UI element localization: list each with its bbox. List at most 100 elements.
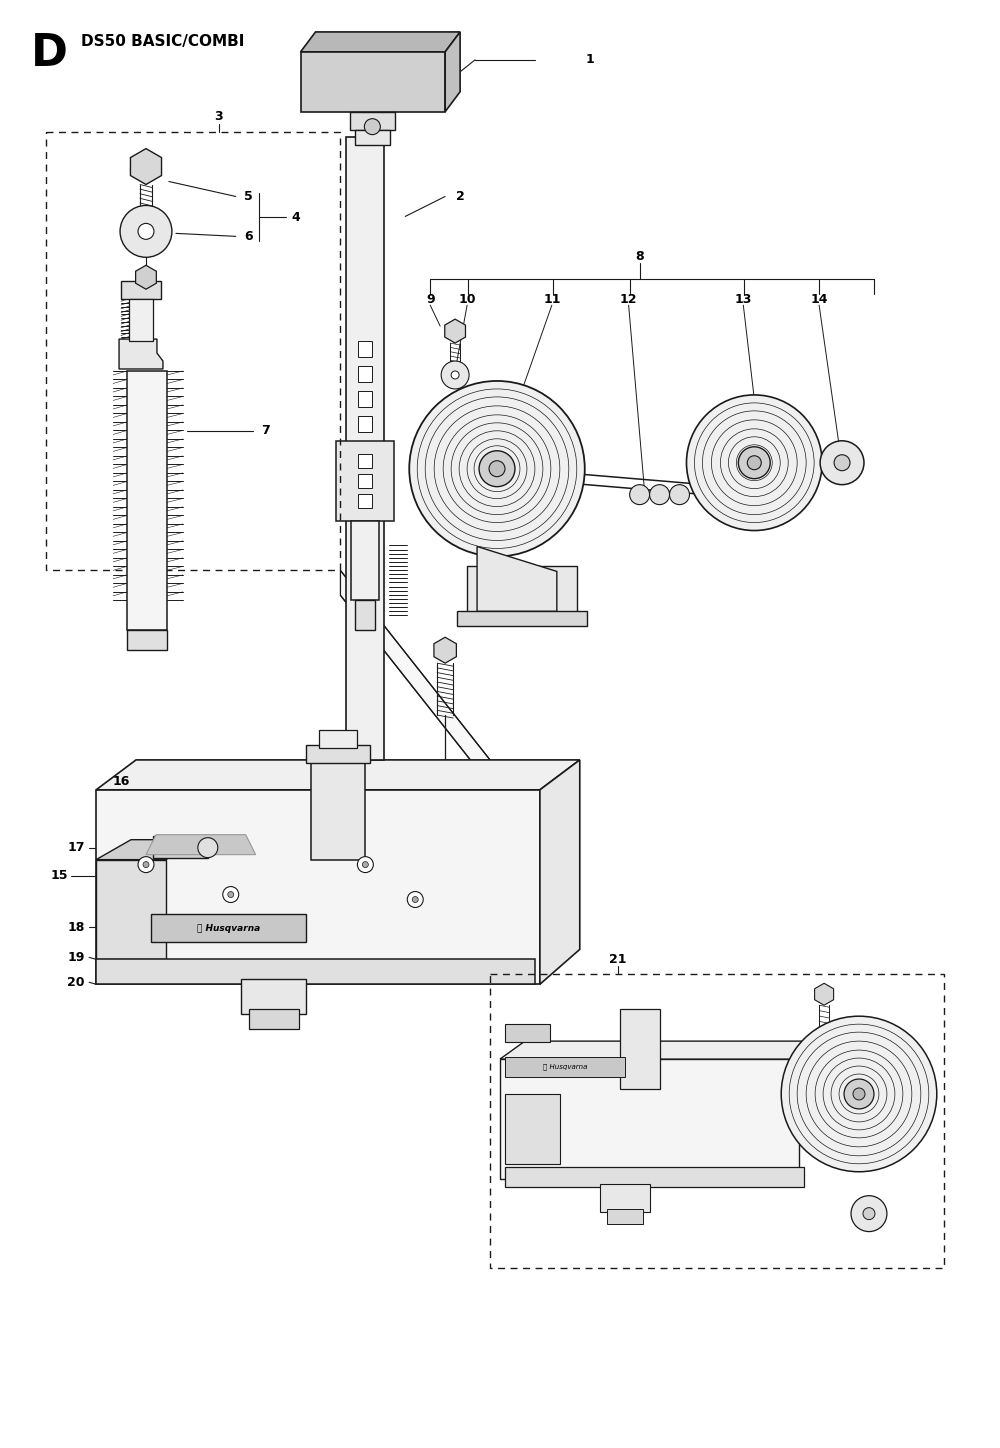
Text: ⓘ Husqvarna: ⓘ Husqvarna bbox=[197, 924, 260, 933]
Text: 1: 1 bbox=[585, 54, 594, 67]
Bar bbox=[311, 760, 365, 860]
Circle shape bbox=[650, 485, 670, 504]
Text: 20: 20 bbox=[67, 976, 85, 989]
Circle shape bbox=[451, 371, 459, 379]
Circle shape bbox=[844, 1079, 874, 1109]
Circle shape bbox=[441, 361, 469, 390]
Bar bbox=[249, 1009, 299, 1030]
Bar bbox=[505, 1024, 550, 1043]
Polygon shape bbox=[340, 571, 490, 785]
Circle shape bbox=[138, 857, 154, 873]
Bar bbox=[351, 521, 379, 601]
Circle shape bbox=[409, 381, 585, 556]
Circle shape bbox=[781, 1016, 937, 1171]
Circle shape bbox=[198, 838, 218, 857]
Bar bbox=[46, 132, 340, 571]
Polygon shape bbox=[445, 32, 460, 111]
Bar bbox=[355, 601, 375, 630]
Polygon shape bbox=[500, 1041, 824, 1058]
Text: 4: 4 bbox=[291, 211, 300, 224]
Bar bbox=[151, 915, 306, 943]
Text: 11: 11 bbox=[543, 292, 561, 306]
Bar bbox=[350, 111, 395, 130]
Text: 15: 15 bbox=[50, 869, 68, 882]
Circle shape bbox=[820, 440, 864, 485]
Polygon shape bbox=[96, 860, 166, 960]
Text: 2: 2 bbox=[456, 190, 464, 203]
Text: 17: 17 bbox=[67, 841, 85, 854]
Bar bbox=[319, 730, 357, 749]
Bar bbox=[358, 416, 372, 432]
Circle shape bbox=[738, 447, 770, 479]
Bar bbox=[620, 1009, 660, 1089]
Text: ⓘ Husqvarna: ⓘ Husqvarna bbox=[543, 1064, 587, 1070]
Circle shape bbox=[670, 485, 689, 504]
Bar bbox=[336, 440, 394, 521]
Circle shape bbox=[228, 892, 234, 898]
Bar bbox=[121, 281, 161, 300]
Bar bbox=[607, 1209, 643, 1224]
Polygon shape bbox=[301, 32, 460, 52]
Circle shape bbox=[851, 1196, 887, 1232]
Polygon shape bbox=[96, 760, 580, 789]
Bar bbox=[505, 1095, 560, 1164]
Text: 18: 18 bbox=[67, 921, 85, 934]
Polygon shape bbox=[96, 789, 540, 985]
Circle shape bbox=[143, 862, 149, 867]
Bar bbox=[358, 366, 372, 382]
Bar bbox=[153, 835, 208, 857]
Circle shape bbox=[138, 223, 154, 239]
Bar bbox=[457, 611, 587, 627]
Text: 16: 16 bbox=[112, 775, 130, 788]
Bar bbox=[600, 1183, 650, 1212]
Text: 7: 7 bbox=[261, 424, 270, 437]
Polygon shape bbox=[301, 52, 445, 111]
Polygon shape bbox=[434, 637, 456, 663]
Circle shape bbox=[412, 896, 418, 902]
Bar bbox=[129, 300, 153, 342]
Text: 12: 12 bbox=[620, 292, 637, 306]
Bar bbox=[306, 744, 370, 763]
Bar bbox=[505, 1057, 625, 1077]
Text: 3: 3 bbox=[214, 110, 223, 123]
Polygon shape bbox=[136, 265, 156, 290]
Circle shape bbox=[686, 395, 822, 530]
Polygon shape bbox=[119, 339, 163, 369]
Bar bbox=[358, 453, 372, 468]
Bar bbox=[96, 960, 535, 985]
Circle shape bbox=[223, 886, 239, 902]
Text: 19: 19 bbox=[67, 951, 85, 964]
Bar bbox=[358, 473, 372, 488]
Circle shape bbox=[357, 857, 373, 873]
Text: DS50 BASIC/COMBI: DS50 BASIC/COMBI bbox=[81, 33, 245, 49]
Bar bbox=[500, 1058, 799, 1179]
Bar bbox=[127, 630, 167, 650]
Polygon shape bbox=[815, 983, 834, 1005]
Bar bbox=[346, 136, 384, 760]
Circle shape bbox=[747, 456, 761, 469]
Bar bbox=[355, 130, 390, 145]
Circle shape bbox=[364, 119, 380, 135]
Circle shape bbox=[863, 1208, 875, 1219]
Text: 8: 8 bbox=[635, 251, 644, 262]
Bar bbox=[241, 979, 306, 1014]
Polygon shape bbox=[540, 760, 580, 985]
Circle shape bbox=[120, 206, 172, 258]
Bar bbox=[358, 494, 372, 508]
Text: 14: 14 bbox=[810, 292, 828, 306]
Circle shape bbox=[853, 1087, 865, 1100]
Polygon shape bbox=[467, 566, 577, 617]
Polygon shape bbox=[96, 840, 201, 860]
Circle shape bbox=[630, 485, 650, 504]
Bar bbox=[358, 342, 372, 358]
Bar bbox=[127, 371, 167, 630]
Bar bbox=[505, 1167, 804, 1187]
Polygon shape bbox=[445, 319, 465, 343]
Polygon shape bbox=[130, 149, 162, 184]
Text: 21: 21 bbox=[609, 953, 626, 966]
Bar bbox=[358, 391, 372, 407]
Text: 6: 6 bbox=[244, 230, 253, 243]
Circle shape bbox=[479, 450, 515, 487]
Text: 13: 13 bbox=[735, 292, 752, 306]
Polygon shape bbox=[146, 834, 256, 854]
